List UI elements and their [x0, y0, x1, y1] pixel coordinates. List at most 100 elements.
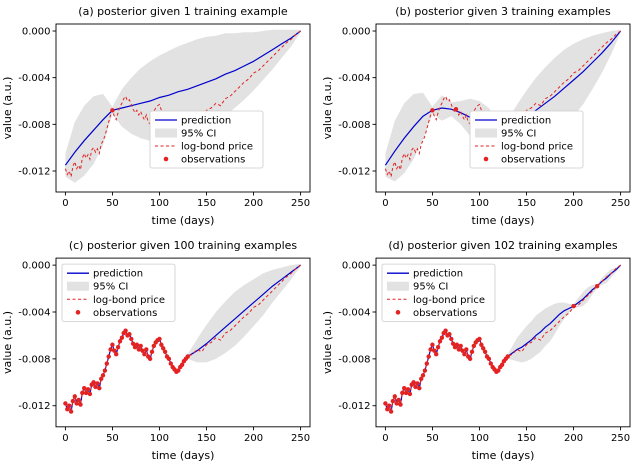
observation-dot: [159, 342, 164, 347]
observations: [110, 108, 115, 113]
legend: prediction 95% CI log-bond price observatio…: [469, 110, 584, 169]
observation-dot: [130, 341, 136, 346]
x-tick-label: 150: [517, 198, 536, 209]
observation-dot: [97, 385, 102, 391]
observation-dot: [437, 339, 443, 344]
observation-dot: [112, 348, 117, 353]
y-tick-label: -0.008: [338, 354, 370, 365]
observation-dot: [430, 108, 435, 113]
legend-label: 95% CI: [181, 129, 216, 140]
legend-observations-dot: [75, 310, 81, 315]
legend-label: prediction: [181, 116, 231, 127]
y-tick-label: 0.000: [22, 27, 51, 38]
observation-dot: [419, 376, 424, 382]
observation-dot: [432, 348, 437, 353]
axes-frame: [55, 257, 311, 428]
observations: [63, 328, 190, 414]
legend: prediction 95% CI log-bond price observatio…: [381, 263, 496, 322]
legend-label: 95% CI: [501, 129, 536, 140]
y-tick-label: -0.008: [338, 120, 370, 131]
y-axis: 0.000 -0.004 -0.008 -0.012: [338, 261, 376, 412]
observation-dot: [453, 107, 459, 112]
observation-dot: [467, 356, 473, 362]
legend: prediction 95% CI log-bond price observatio…: [61, 263, 176, 322]
observation-dot: [63, 401, 68, 406]
x-tick-label: 150: [197, 433, 216, 444]
observation-dot: [403, 390, 409, 396]
observation-dot: [387, 403, 392, 408]
observation-dot: [106, 354, 111, 359]
observation-dot: [388, 409, 394, 414]
subplot-d: 0 50 100 150 200 250 0.000 -0.004 -0.008 -0.012 pr…: [321, 239, 631, 462]
observation-dot: [435, 344, 441, 350]
legend: prediction 95% CI log-bond price observatio…: [149, 110, 264, 169]
x-tick-label: 100: [150, 198, 169, 209]
x-tick-label: 0: [62, 433, 68, 444]
axes-frame: [375, 257, 631, 428]
legend-ci-swatch: [155, 128, 177, 138]
observation-dot: [443, 328, 448, 333]
observation-dot: [149, 349, 155, 355]
observation-dot: [74, 401, 79, 406]
observation-dot: [117, 339, 123, 344]
y-axis-label-b: value (a.u.): [321, 77, 334, 140]
observation-dot: [91, 380, 96, 385]
observation-dot: [76, 397, 81, 403]
ci-band: [65, 29, 301, 183]
observation-dot: [458, 343, 463, 349]
ci-band: [507, 263, 621, 363]
observation-dot: [449, 336, 454, 342]
observation-dot: [426, 354, 431, 359]
observations: [383, 284, 600, 414]
observation-dot: [168, 361, 173, 366]
subplot-a: 0 50 100 150 200 250 0.000 -0.004 -0.008 -0.012 pr…: [1, 5, 311, 227]
observation-dot: [439, 335, 445, 340]
x-tick-label: 200: [564, 433, 583, 444]
y-tick-label: -0.012: [338, 167, 370, 178]
subplot-b-title: (b) posterior given 3 training examples: [395, 5, 611, 18]
y-axis-label-d: value (a.u.): [321, 311, 334, 374]
observation-dot: [464, 347, 469, 352]
observation-dot: [119, 335, 125, 340]
x-tick-label: 150: [197, 198, 216, 209]
observation-dot: [411, 380, 416, 385]
legend-ci-swatch: [67, 281, 89, 291]
observation-dot: [83, 390, 89, 396]
x-axis: 0 50 100 150 200 250: [382, 192, 630, 209]
observation-dot: [102, 368, 108, 373]
observation-dot: [87, 391, 93, 397]
y-tick-label: -0.004: [18, 307, 50, 318]
observation-dot: [488, 361, 493, 366]
observation-dot: [115, 344, 121, 350]
observation-dot: [104, 361, 110, 366]
observation-dot: [479, 342, 484, 347]
legend-observations-dot: [163, 156, 169, 162]
observation-dot: [166, 356, 172, 362]
observation-dot: [450, 341, 456, 346]
observation-dot: [413, 384, 418, 390]
x-tick-label: 50: [106, 433, 119, 444]
plot-area-a: 0 50 100 150 200 250 0.000 -0.004 -0.008 -0.012 pr…: [18, 23, 311, 209]
x-tick-label: 200: [244, 433, 263, 444]
y-tick-label: 0.000: [22, 261, 51, 272]
observation-dot: [82, 385, 87, 391]
prediction-line: [64, 30, 301, 166]
subplot-d-title: (d) posterior given 102 training example…: [388, 239, 617, 252]
plot-area-d: 0 50 100 150 200 250 0.000 -0.004 -0.008 -0.012 pr…: [338, 257, 631, 444]
observation-dot: [447, 332, 452, 337]
observation-dot: [390, 398, 396, 404]
observation-dot: [454, 342, 460, 347]
observation-dot: [151, 343, 156, 349]
x-axis-label-c: time (days): [152, 449, 215, 462]
subplot-c-title: (c) posterior given 100 training example…: [69, 239, 298, 252]
subplot-c: 0 50 100 150 200 250 0.000 -0.004 -0.008 -0.012 pr…: [1, 239, 311, 462]
x-tick-label: 50: [426, 198, 439, 209]
observation-dot: [78, 402, 83, 407]
observation-dot: [162, 349, 168, 355]
axes-frame: [375, 23, 631, 193]
observation-dot: [396, 397, 401, 403]
observation-dot: [138, 343, 143, 349]
x-axis-label-b: time (days): [472, 214, 535, 227]
observation-dot: [161, 346, 166, 351]
observation-dot: [136, 347, 141, 352]
